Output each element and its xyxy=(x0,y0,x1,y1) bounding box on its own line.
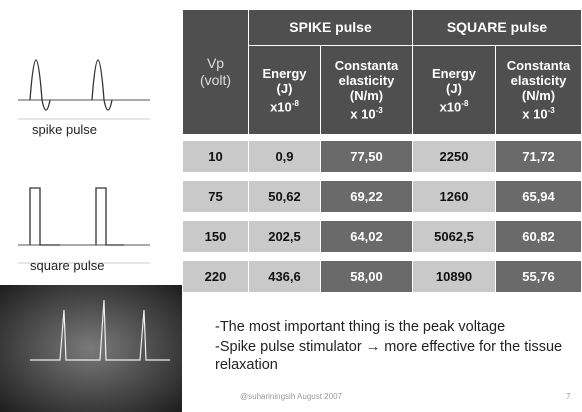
header-line: Constanta xyxy=(335,58,399,73)
oscilloscope-photo xyxy=(0,285,182,412)
spike-label: spike pulse xyxy=(32,122,97,137)
group-title: SPIKE pulse xyxy=(289,20,371,35)
multiplier-base: x 10 xyxy=(522,107,547,122)
table-cell: 5062,5 xyxy=(413,221,495,252)
header-line: (volt) xyxy=(200,72,231,89)
table-cell: 150 xyxy=(183,221,248,252)
table-cell: 64,02 xyxy=(321,221,412,252)
table-cell: 10890 xyxy=(413,261,495,292)
cell-text: 10890 xyxy=(436,269,472,284)
cell-text: 2250 xyxy=(440,149,469,164)
header-line: Vp xyxy=(207,55,224,72)
cell-text: 5062,5 xyxy=(434,229,474,244)
table-cell: 50,62 xyxy=(249,181,320,212)
table-cell: 0,9 xyxy=(249,141,320,172)
header-line: (N/m) xyxy=(350,88,383,103)
column-header: Vp(volt) xyxy=(183,10,248,134)
multiplier-base: x10 xyxy=(440,99,462,114)
header-line: Energy xyxy=(432,66,476,81)
cell-text: 202,5 xyxy=(268,229,301,244)
group-header: SPIKE pulse xyxy=(249,10,412,45)
header-multiplier: x 10-3 xyxy=(350,103,382,121)
table-cell: 71,72 xyxy=(496,141,581,172)
cell-text: 50,62 xyxy=(268,189,301,204)
header-multiplier: x10-8 xyxy=(270,96,299,114)
header-multiplier: x 10-3 xyxy=(522,103,554,121)
spike-waveform xyxy=(30,60,112,110)
header-line: (N/m) xyxy=(522,88,555,103)
illustrations xyxy=(0,0,182,412)
column-header: Energy(J)x10-8 xyxy=(249,46,320,134)
cell-text: 69,22 xyxy=(350,189,383,204)
table-cell: 55,76 xyxy=(496,261,581,292)
multiplier-base: x10 xyxy=(270,99,292,114)
cell-text: 0,9 xyxy=(275,149,293,164)
multiplier-base: x 10 xyxy=(350,107,375,122)
table-cell: 77,50 xyxy=(321,141,412,172)
column-header: Energy(J)x10-8 xyxy=(413,46,495,134)
group-title: SQUARE pulse xyxy=(447,20,547,35)
group-header: SQUARE pulse xyxy=(413,10,581,45)
table-cell: 202,5 xyxy=(249,221,320,252)
cell-text: 58,00 xyxy=(350,269,383,284)
table-cell: 60,82 xyxy=(496,221,581,252)
cell-text: 60,82 xyxy=(522,229,555,244)
header-multiplier: x10-8 xyxy=(440,96,469,114)
table-cell: 69,22 xyxy=(321,181,412,212)
cell-text: 71,72 xyxy=(522,149,555,164)
square-waveform xyxy=(30,188,124,245)
cell-text: 75 xyxy=(208,189,222,204)
slide: spike pulse square pulse -The most impor… xyxy=(0,0,582,412)
multiplier-exponent: -3 xyxy=(376,106,383,115)
multiplier-exponent: -8 xyxy=(461,99,468,108)
table-cell: 436,6 xyxy=(249,261,320,292)
cell-text: 65,94 xyxy=(522,189,555,204)
cell-text: 64,02 xyxy=(350,229,383,244)
table-cell: 220 xyxy=(183,261,248,292)
footer-author: @suhariningsih August 2007 xyxy=(240,392,342,401)
header-line: Energy xyxy=(262,66,306,81)
cell-text: 1260 xyxy=(440,189,469,204)
page-number: 7 xyxy=(566,392,570,401)
cell-text: 55,76 xyxy=(522,269,555,284)
bullet: -Spike pulse stimulator → more effective… xyxy=(215,338,565,374)
header-line: Constanta xyxy=(507,58,571,73)
square-label: square pulse xyxy=(30,258,104,273)
multiplier-exponent: -3 xyxy=(548,106,555,115)
bullet: -The most important thing is the peak vo… xyxy=(215,318,505,336)
table-cell: 75 xyxy=(183,181,248,212)
cell-text: 150 xyxy=(205,229,227,244)
table-cell: 2250 xyxy=(413,141,495,172)
header-line: (J) xyxy=(446,81,462,96)
table-cell: 1260 xyxy=(413,181,495,212)
cell-text: 220 xyxy=(205,269,227,284)
table-cell: 65,94 xyxy=(496,181,581,212)
cell-text: 77,50 xyxy=(350,149,383,164)
cell-text: 436,6 xyxy=(268,269,301,284)
header-line: elasticity xyxy=(339,73,395,88)
cell-text: 10 xyxy=(208,149,222,164)
header-line: elasticity xyxy=(511,73,567,88)
table-cell: 58,00 xyxy=(321,261,412,292)
table-cell: 10 xyxy=(183,141,248,172)
header-line: (J) xyxy=(277,81,293,96)
multiplier-exponent: -8 xyxy=(292,99,299,108)
